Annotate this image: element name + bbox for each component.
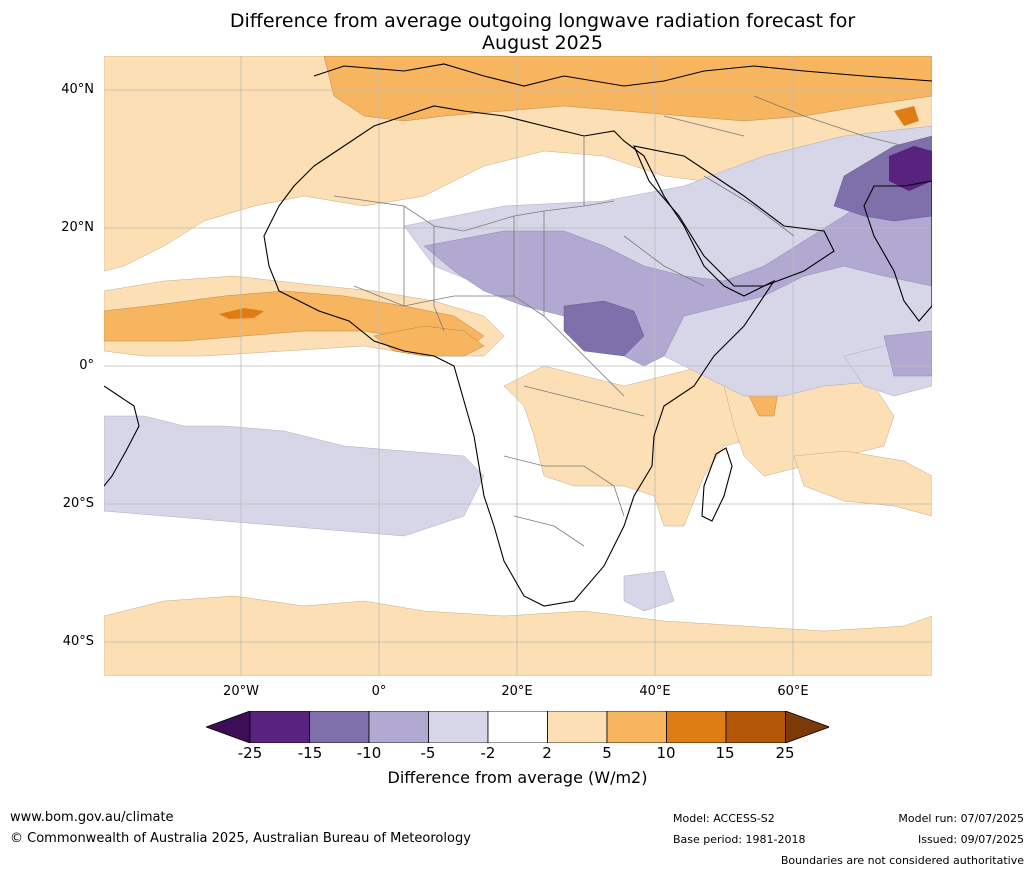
footer-model: Model: ACCESS-S2 <box>673 812 775 825</box>
colorbar-tick-label: -2 <box>480 744 496 762</box>
colorbar-segment <box>487 711 548 743</box>
map-title: Difference from average outgoing longwav… <box>100 10 985 54</box>
map-svg <box>104 56 932 676</box>
colorbar-segment <box>249 711 310 743</box>
footer-issued: Issued: 09/07/2025 <box>917 833 1024 846</box>
footer-base-period: Base period: 1981-2018 <box>673 833 806 846</box>
anomaly-dark-orange <box>219 106 919 319</box>
map-gridlines <box>104 56 932 676</box>
footer-website: www.bom.gov.au/climate <box>10 810 174 825</box>
footer-model-run: Model run: 07/07/2025 <box>898 812 1024 825</box>
lat-label-40n: 40°N <box>61 82 94 97</box>
anomaly-medium-purple <box>423 165 932 377</box>
olr-anomaly-map <box>104 56 932 676</box>
colorbar-tick-label: 10 <box>656 744 676 762</box>
colorbar-label: Difference from average (W/m2) <box>387 768 648 787</box>
colorbar-tick-label: -10 <box>356 744 382 762</box>
colorbar-segment <box>368 711 429 743</box>
colorbar-segment <box>309 711 370 743</box>
colorbar-segment <box>606 711 667 743</box>
lat-label-20s: 20°S <box>62 496 94 511</box>
colorbar-extend-high <box>785 711 829 743</box>
colorbar-extend-low <box>206 711 251 743</box>
colorbar-segment <box>428 711 489 743</box>
lat-label-equator: 0° <box>79 358 94 373</box>
coastlines <box>104 63 932 607</box>
footer-copyright: © Commonwealth of Australia 2025, Austra… <box>10 831 471 846</box>
colorbar <box>206 711 829 743</box>
country-borders <box>333 95 905 547</box>
title-line-2: August 2025 <box>482 32 603 54</box>
lat-label-40s: 40°S <box>62 634 94 649</box>
colorbar-segment <box>547 711 608 743</box>
footer-disclaimer: Boundaries are not considered authoritat… <box>780 854 1024 867</box>
lon-label-40e: 40°E <box>639 684 671 699</box>
lon-label-0: 0° <box>371 684 387 699</box>
anomaly-deep-purple <box>889 146 932 191</box>
colorbar-segment <box>725 711 786 743</box>
lon-label-60e: 60°E <box>777 684 809 699</box>
lon-label-20e: 20°E <box>501 684 533 699</box>
colorbar-tick-label: 2 <box>542 744 552 762</box>
colorbar-tick-label: -25 <box>237 744 263 762</box>
colorbar-tick-label: 25 <box>775 744 795 762</box>
lon-label-20w: 20°W <box>223 684 259 699</box>
colorbar-tick-label: -5 <box>420 744 436 762</box>
lat-label-20n: 20°N <box>61 220 94 235</box>
title-line-1: Difference from average outgoing longwav… <box>229 10 856 32</box>
colorbar-tick-label: -15 <box>297 744 323 762</box>
colorbar-segment <box>666 711 727 743</box>
colorbar-tick-label: 5 <box>602 744 612 762</box>
anomaly-orange <box>104 56 932 417</box>
colorbar-tick-label: 15 <box>715 744 735 762</box>
